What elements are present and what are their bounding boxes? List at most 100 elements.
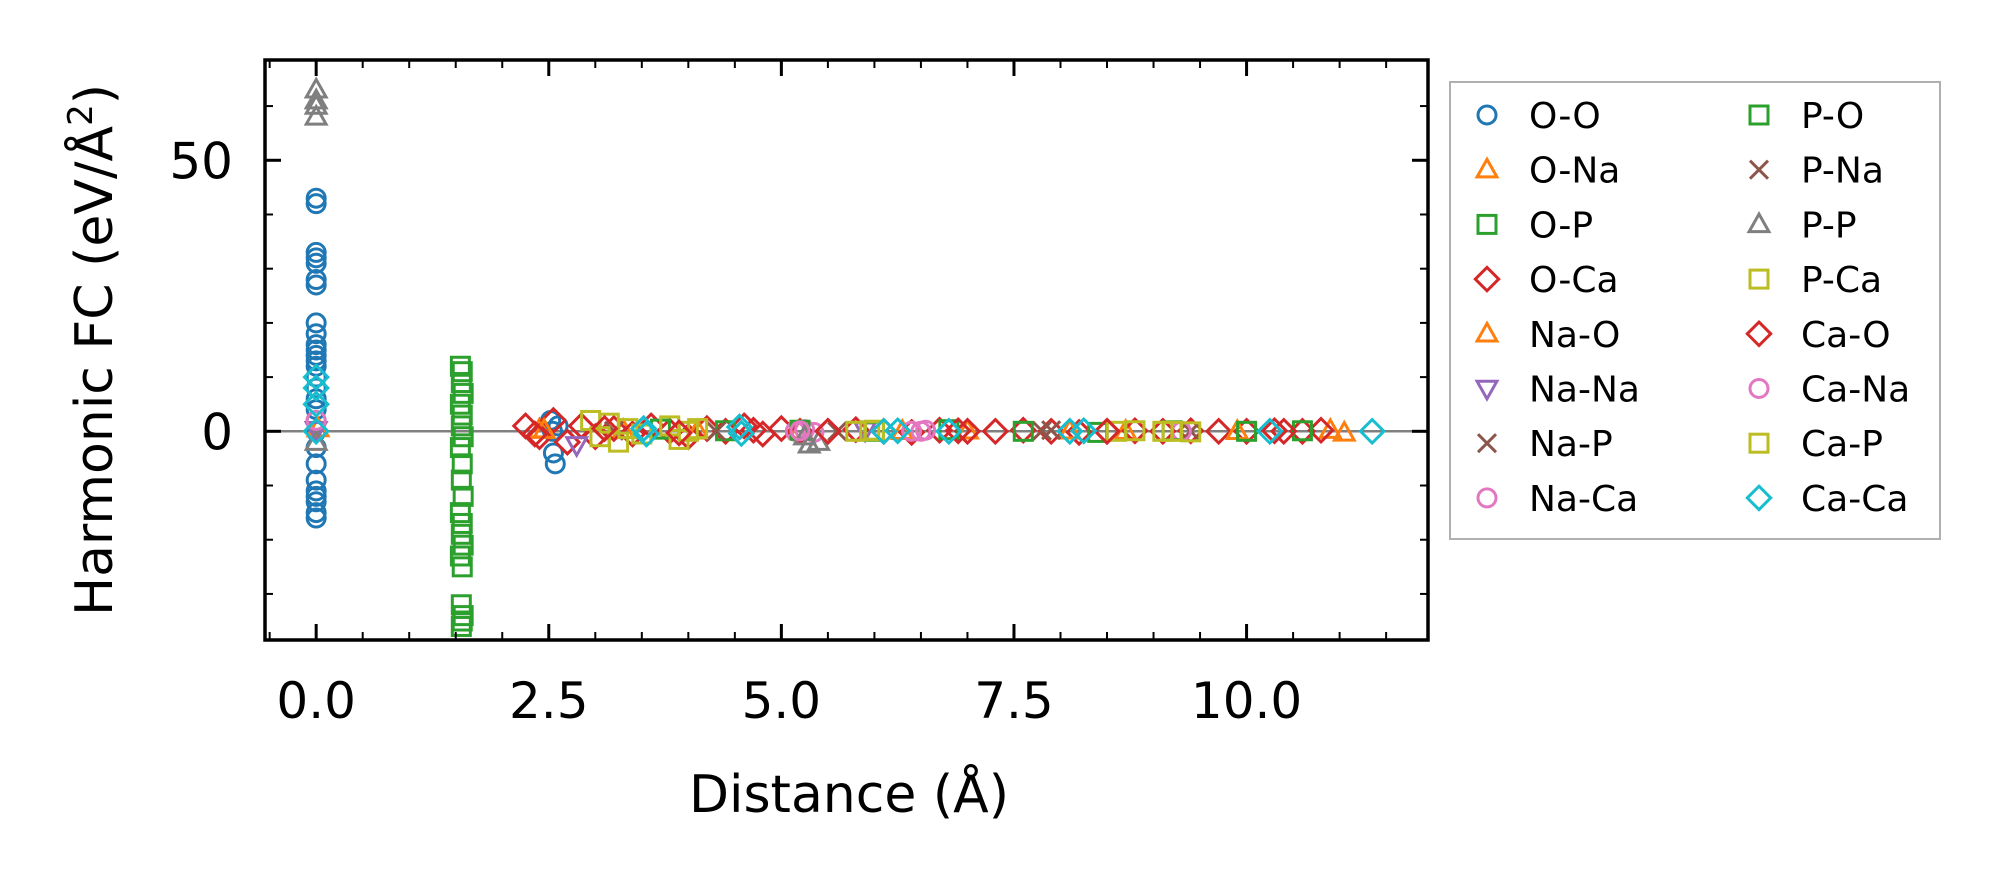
data-point [1012,420,1034,442]
legend-label: Na-P [1529,424,1613,465]
data-point [590,414,619,443]
data-point [1069,416,1098,445]
data-point [1331,419,1357,442]
legend-label: P-Na [1801,151,1884,192]
plot-background [265,60,1428,640]
data-point [451,453,473,475]
legend-item-na-o: Na-O [1474,315,1620,356]
data-point [303,103,329,126]
data-point [452,426,474,448]
data-point [1358,417,1386,446]
data-point [305,453,327,475]
data-point [450,615,472,637]
legend-item-ca-ca: Ca-Ca [1745,479,1908,520]
legend-label: Na-Na [1529,370,1640,411]
data-point [305,377,327,399]
data-point [305,274,327,296]
data-point [725,413,754,441]
legend-frame [1449,81,1941,540]
legend-label: O-O [1529,96,1601,137]
legend-marker [1476,433,1498,454]
legend-item-p-p: P-P [1746,205,1857,246]
data-point [1260,416,1289,445]
data-point [1055,417,1084,446]
data-point [302,390,330,419]
data-point [883,416,912,445]
data-point [305,323,327,345]
data-point [305,485,327,507]
legend-marker [1746,210,1772,234]
data-point [981,417,1010,446]
data-point [629,414,658,443]
legend-marker [1745,484,1773,512]
data-point [302,363,330,391]
legend-label: Ca-Na [1801,370,1910,411]
data-point [451,556,473,578]
legend-item-na-p: Na-P [1476,424,1613,465]
legend-label: Ca-O [1801,315,1891,356]
legend: O-O O-Na O-P O-Ca Na-O Na-Na Na-P Na-Ca P-O P-Na P… [1449,81,1941,540]
legend-item-na-ca: Na-Ca [1476,479,1638,520]
data-point [910,420,932,442]
axis-ticks [265,60,1428,640]
data-point [305,269,327,291]
legend-marker [1748,104,1770,126]
legend-item-o-ca: O-Ca [1473,260,1619,301]
legend-item-o-p: O-P [1476,205,1593,246]
data-point [305,193,327,215]
legend-item-na-na: Na-Na [1474,370,1640,411]
x-tick-label: 10.0 [1191,672,1302,730]
data-point [1236,420,1258,442]
data-point [450,372,472,394]
legend-marker [1474,320,1500,343]
data-point [302,374,330,402]
legend-item-ca-o: Ca-O [1745,315,1891,356]
legend-marker [1748,268,1770,290]
data-point [303,420,329,444]
legend-marker [1473,265,1501,293]
x-axis-label: Distance (Å) [689,763,1009,825]
data-point [706,421,727,442]
y-tick-label: 0 [201,403,233,461]
data-point [450,523,472,545]
legend-item-o-na: O-Na [1474,151,1620,192]
legend-item-p-ca: P-Ca [1748,260,1882,301]
data-point [1180,421,1202,443]
tick-labels: 0.0 2.5 5.0 7.5 10.0 0 50 [169,132,1302,730]
series-ca-na [305,409,932,442]
data-point [539,406,568,435]
data-point [449,393,471,415]
data-point [305,350,327,372]
legend-item-p-o: P-O [1748,96,1864,137]
data-point [451,404,473,426]
legend-label: O-Ca [1529,260,1619,301]
legend-label: Ca-Ca [1801,479,1908,520]
data-point [954,417,980,440]
legend-marker [1474,156,1500,179]
data-point [925,416,954,445]
data-point [451,361,473,383]
data-point [305,312,327,334]
data-point [814,417,842,446]
legend-label: Na-Ca [1529,479,1638,520]
data-point [450,594,472,616]
legend-marker [1476,104,1498,126]
data-point [305,334,327,356]
data-point [859,420,881,442]
series-p-na [706,420,1062,442]
data-point [305,480,327,502]
data-point [1093,417,1121,446]
data-point [1317,416,1343,439]
data-point [953,417,982,446]
data-point [1124,420,1146,442]
legend-item-ca-na: Ca-Na [1748,370,1910,411]
data-point [449,502,471,524]
x-tick-label: 2.5 [509,672,589,730]
legend-marker [1748,432,1770,454]
data-point [305,247,327,269]
data-point [452,382,474,404]
data-point [452,485,474,507]
data-point [796,431,822,454]
y-axis-label: Harmonic FC (eV/Å2) [61,84,125,616]
data-point [450,415,472,437]
